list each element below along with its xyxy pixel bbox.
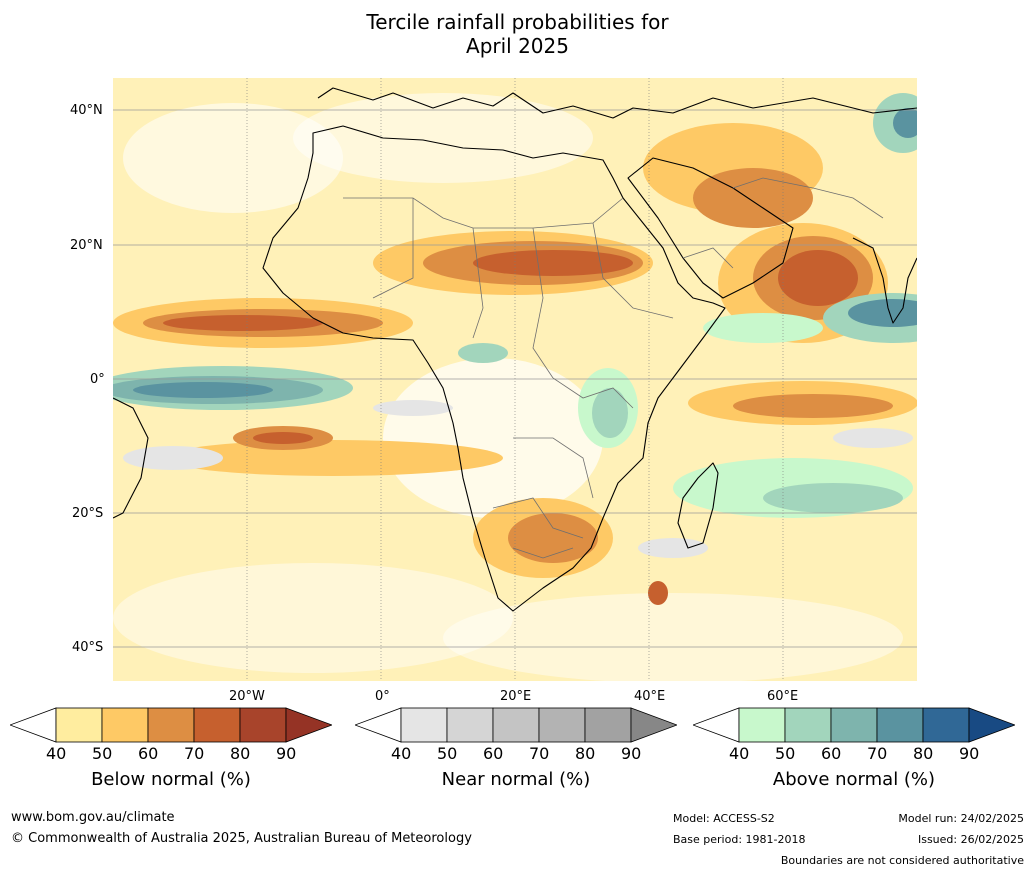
colorbar-extend-high — [968, 707, 1015, 743]
colorbar-extend-low — [693, 707, 740, 743]
title-line-1: Tercile rainfall probabilities for — [366, 10, 669, 34]
colorbar-segment — [400, 707, 448, 743]
colorbar-segment — [584, 707, 632, 743]
colorbar-tick-label: 40 — [46, 744, 67, 763]
lon-label-60e: 60°E — [767, 689, 799, 704]
colorbar-segment — [492, 707, 540, 743]
colorbar-segment — [830, 707, 878, 743]
colorbar-tick-label: 70 — [867, 744, 888, 763]
footer-model: Model: ACCESS-S2 — [673, 812, 775, 825]
footer-copyright: © Commonwealth of Australia 2025, Austra… — [11, 831, 472, 846]
colorbar-extend-low — [355, 707, 402, 743]
below-normal-label: Below normal (%) — [91, 769, 251, 790]
colorbar-extend-high — [285, 707, 332, 743]
map-title: Tercile rainfall probabilities for April… — [0, 10, 1035, 58]
colorbar-segment — [922, 707, 970, 743]
footer-base-period: Base period: 1981-2018 — [673, 833, 806, 846]
colorbar-tick-label: 50 — [437, 744, 458, 763]
colorbar-tick-label: 40 — [391, 744, 412, 763]
lon-label-40e: 40°E — [634, 689, 666, 704]
lat-label-0: 0° — [90, 372, 105, 387]
colorbar-tick-label: 60 — [138, 744, 159, 763]
colorbar-tick-label: 70 — [184, 744, 205, 763]
lat-label-20s: 20°S — [72, 506, 104, 521]
lat-label-20n: 20°N — [70, 238, 103, 253]
colorbar-tick-label: 90 — [959, 744, 980, 763]
lat-label-40n: 40°N — [70, 103, 103, 118]
colorbar-tick-label: 90 — [621, 744, 642, 763]
footer-disclaimer: Boundaries are not considered authoritat… — [780, 854, 1024, 867]
title-line-2: April 2025 — [466, 34, 569, 58]
colorbar-extend-low — [10, 707, 57, 743]
near-normal-label: Near normal (%) — [441, 769, 591, 790]
colorbar-segment — [876, 707, 924, 743]
near-normal-colorbar — [355, 707, 677, 743]
colorbar-tick-label: 80 — [230, 744, 251, 763]
colorbar-segment — [101, 707, 149, 743]
colorbar-tick-label: 50 — [92, 744, 113, 763]
colorbar-segment — [738, 707, 786, 743]
above-normal-label: Above normal (%) — [772, 769, 936, 790]
above-normal-colorbar — [693, 707, 1015, 743]
colorbar-tick-label: 40 — [729, 744, 750, 763]
colorbar-segment — [784, 707, 832, 743]
colorbar-segment — [239, 707, 287, 743]
colorbar-tick-label: 80 — [575, 744, 596, 763]
colorbar-tick-label: 80 — [913, 744, 934, 763]
colorbar-segment — [538, 707, 586, 743]
colorbar-segment — [147, 707, 195, 743]
below-normal-colorbar — [10, 707, 332, 743]
colorbar-tick-label: 70 — [529, 744, 550, 763]
footer-url: www.bom.gov.au/climate — [11, 810, 175, 825]
colorbar-tick-label: 60 — [821, 744, 842, 763]
colorbar-tick-label: 60 — [483, 744, 504, 763]
footer-issued: Issued: 26/02/2025 — [917, 833, 1024, 846]
colorbar-segment — [55, 707, 103, 743]
footer-model-run: Model run: 24/02/2025 — [898, 812, 1024, 825]
colorbar-segment — [193, 707, 241, 743]
lon-label-0: 0° — [375, 689, 390, 704]
colorbar-tick-label: 90 — [276, 744, 297, 763]
lon-label-20w: 20°W — [229, 689, 265, 704]
colorbar-extend-high — [630, 707, 677, 743]
lon-label-20e: 20°E — [500, 689, 532, 704]
rainfall-map — [113, 78, 917, 681]
colorbar-tick-label: 50 — [775, 744, 796, 763]
lat-label-40s: 40°S — [72, 640, 104, 655]
colorbar-segment — [446, 707, 494, 743]
